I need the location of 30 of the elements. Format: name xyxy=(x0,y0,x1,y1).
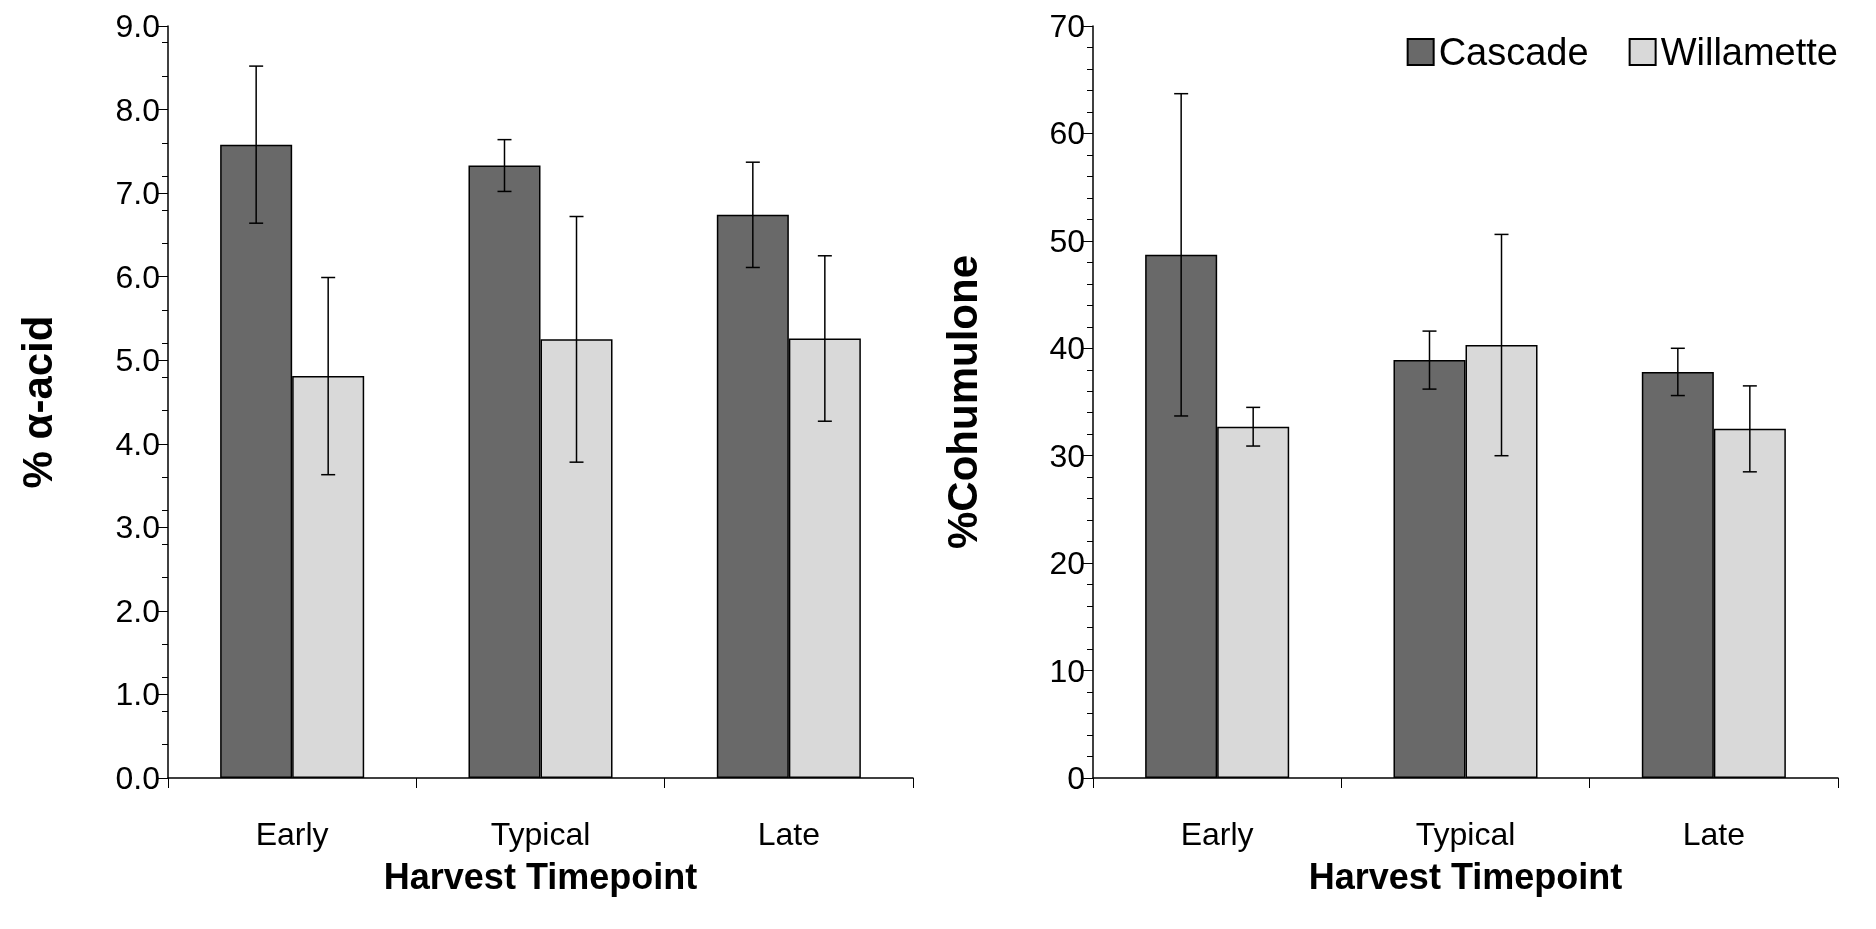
y-tick-label: 9.0 xyxy=(115,8,160,44)
x-tick-label: Late xyxy=(757,816,820,852)
y-tick-label: 20 xyxy=(1049,545,1085,582)
y-tick-label: 6.0 xyxy=(115,258,160,295)
y-tick-label: 3.0 xyxy=(115,509,160,546)
y-tick-label: 7.0 xyxy=(115,175,160,212)
x-tick-label: Typical xyxy=(490,816,591,852)
y-tick-label: 4.0 xyxy=(115,425,160,462)
x-tick-label: Early xyxy=(255,816,329,852)
y-tick-label: 0 xyxy=(1067,760,1085,796)
y-axis-title: % α-acid xyxy=(13,315,61,489)
y-tick-label: 1.0 xyxy=(115,676,160,713)
y-tick-label: 50 xyxy=(1049,222,1085,259)
x-tick-label: Typical xyxy=(1415,816,1516,852)
legend-label: Willamette xyxy=(1660,31,1839,73)
y-tick-label: 40 xyxy=(1049,330,1085,367)
y-tick-label: 0.0 xyxy=(115,760,160,796)
y-tick-label: 10 xyxy=(1049,652,1085,689)
y-tick-label: 60 xyxy=(1049,115,1085,152)
x-axis-title: Harvest Timepoint xyxy=(383,855,698,897)
x-axis-title: Harvest Timepoint xyxy=(1308,855,1623,897)
y-axis-title: %Cohumulone xyxy=(938,255,986,549)
y-tick-label: 70 xyxy=(1049,8,1085,44)
legend-label: Cascade xyxy=(1438,31,1589,73)
x-tick-label: Late xyxy=(1682,816,1745,852)
y-tick-label: 8.0 xyxy=(115,91,160,128)
x-tick-label: Early xyxy=(1180,816,1254,852)
y-tick-label: 5.0 xyxy=(115,342,160,379)
y-tick-label: 30 xyxy=(1049,437,1085,474)
y-tick-label: 2.0 xyxy=(115,592,160,629)
